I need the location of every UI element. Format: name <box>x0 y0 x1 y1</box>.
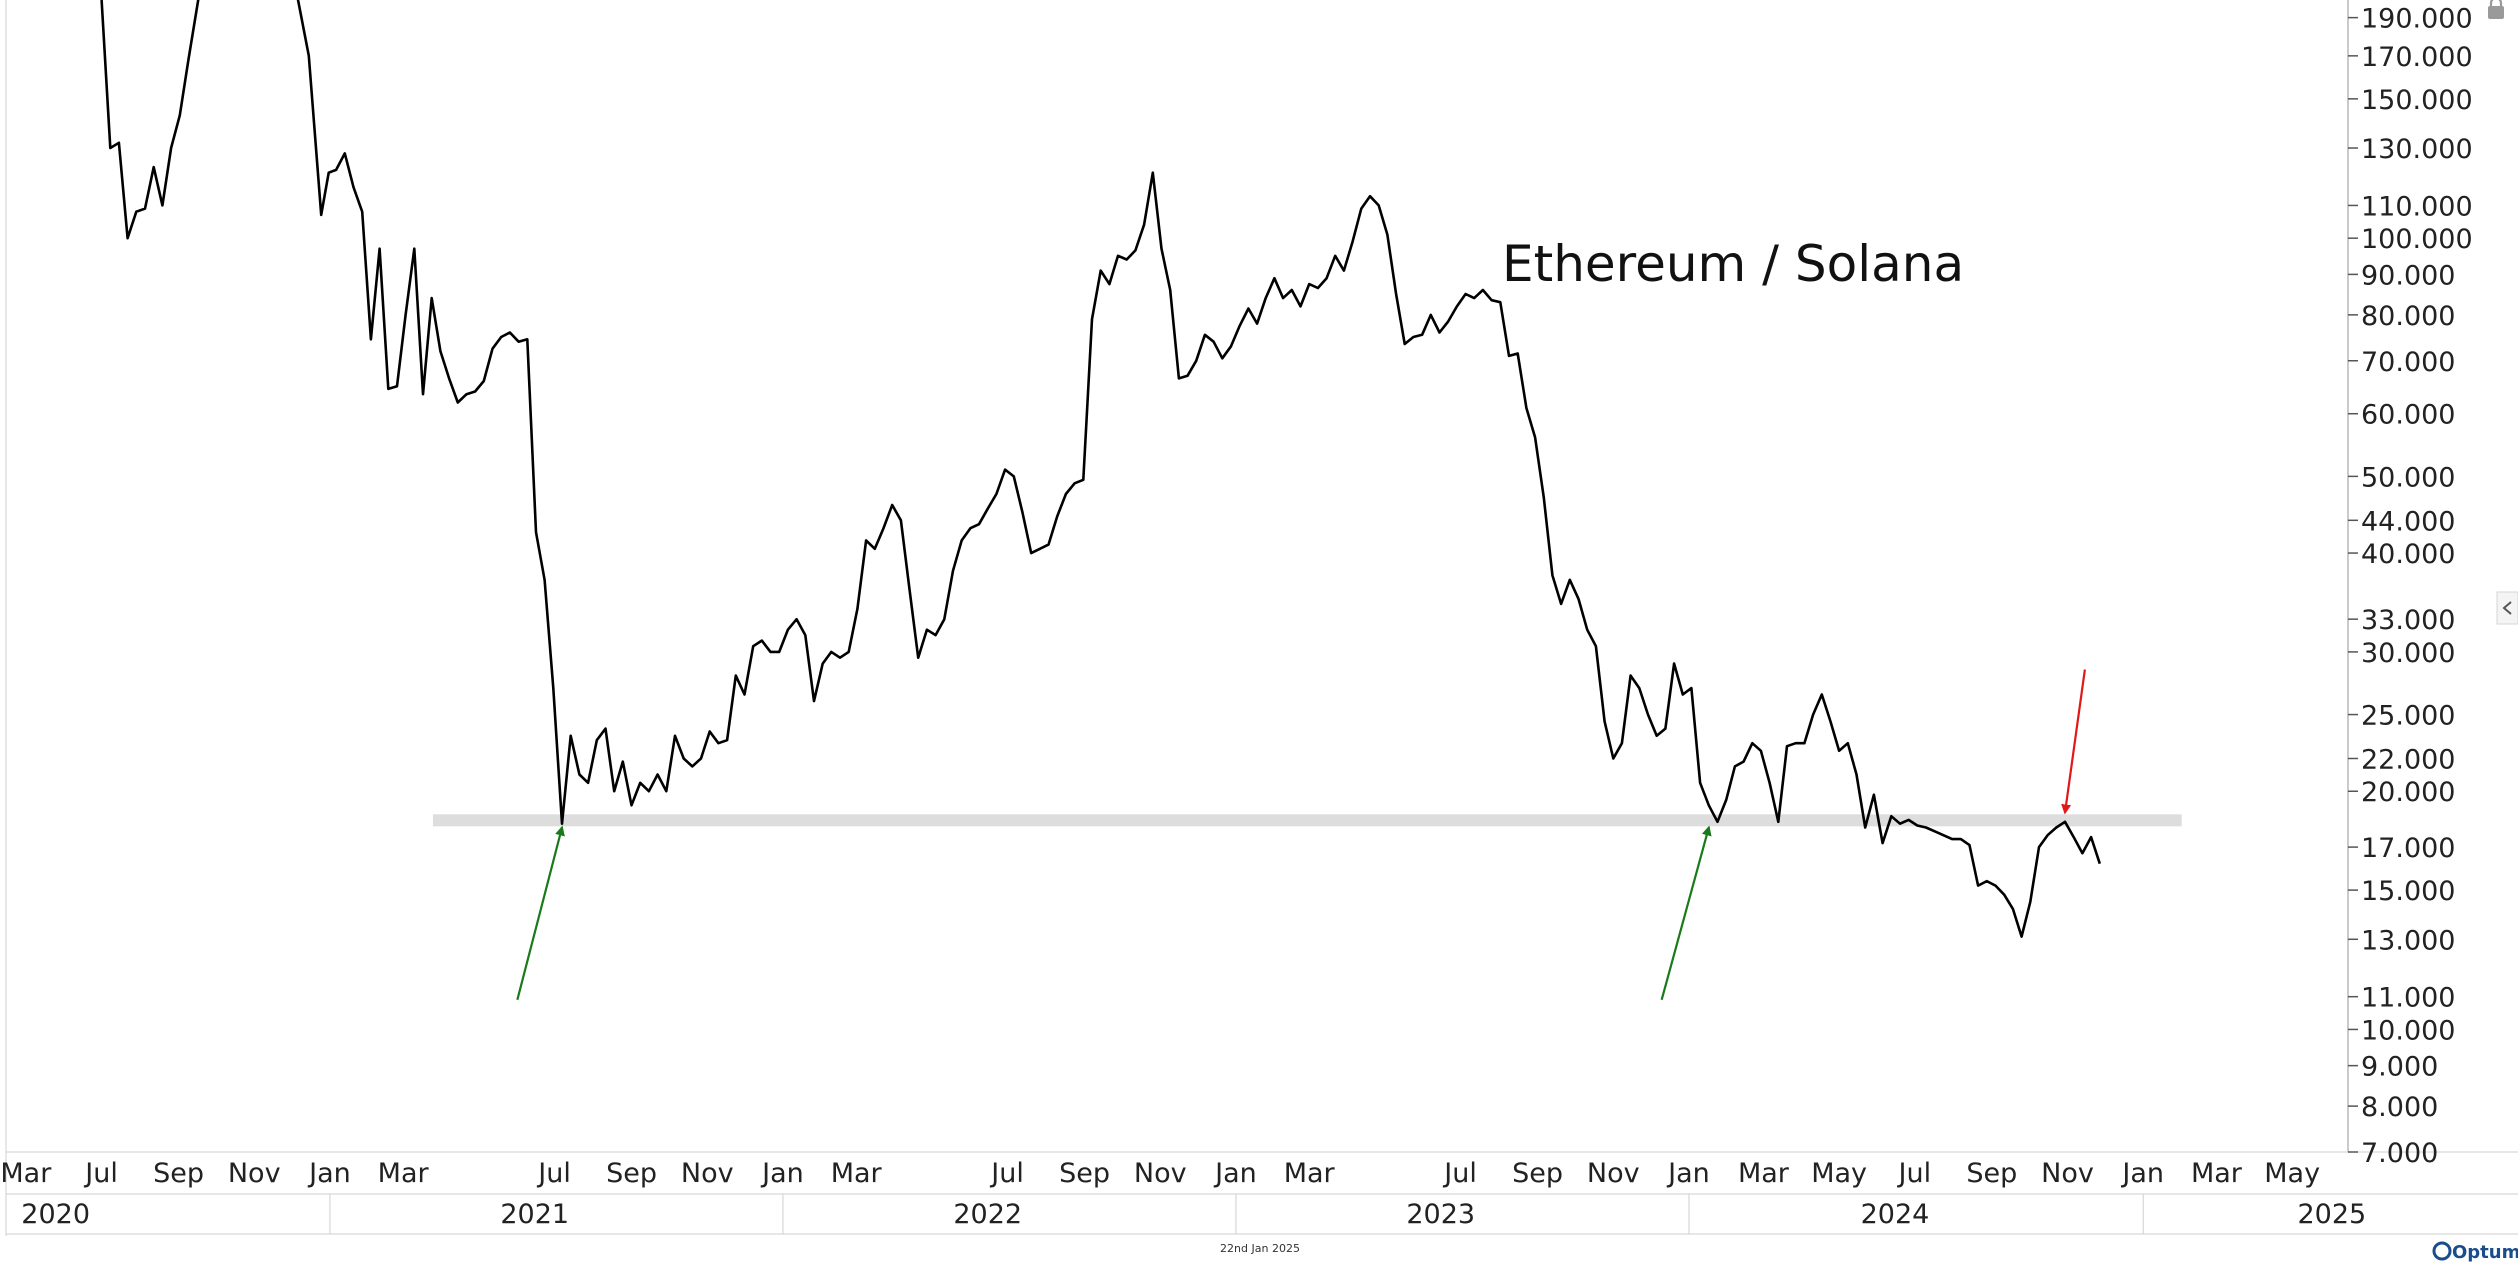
x-month-label: Mar <box>1284 1158 1336 1189</box>
x-month-label: Sep <box>606 1158 657 1189</box>
x-year-label: 2020 <box>21 1199 90 1230</box>
x-month-label: Jan <box>760 1158 804 1189</box>
x-year-label: 2023 <box>1406 1199 1475 1230</box>
x-month-label: May <box>2264 1158 2320 1189</box>
y-tick-label: 11.000 <box>2361 983 2455 1014</box>
x-month-label: Nov <box>1134 1158 1187 1189</box>
x-year-label: 2022 <box>953 1199 1022 1230</box>
x-month-label: Jul <box>1897 1158 1932 1189</box>
x-month-label: Nov <box>228 1158 281 1189</box>
x-month-label: Sep <box>1059 1158 1110 1189</box>
brand-name: Optuma <box>2452 1242 2518 1263</box>
y-tick-label: 80.000 <box>2361 301 2455 332</box>
green-arrow-0 <box>516 825 565 1001</box>
y-tick-label: 130.000 <box>2361 134 2473 165</box>
x-month-label: Nov <box>681 1158 734 1189</box>
y-tick-label: 20.000 <box>2361 777 2455 808</box>
brand-logo-mark <box>2432 1241 2452 1261</box>
series-line-0 <box>100 0 2102 938</box>
y-tick-label: 50.000 <box>2361 462 2455 493</box>
y-tick-label: 44.000 <box>2361 506 2455 537</box>
y-tick-label: 40.000 <box>2361 539 2455 570</box>
green-arrow-1 <box>1660 825 1712 1001</box>
x-month-label: Jan <box>1213 1158 1257 1189</box>
y-tick-label: 90.000 <box>2361 260 2455 291</box>
x-month-label: Sep <box>153 1158 204 1189</box>
x-month-label: Nov <box>2041 1158 2094 1189</box>
x-month-label: Jul <box>83 1158 118 1189</box>
y-tick-label: 9.000 <box>2361 1052 2438 1083</box>
x-month-label: Jan <box>2120 1158 2164 1189</box>
lock-icon[interactable] <box>2488 0 2504 19</box>
x-month-label: Mar <box>0 1158 52 1189</box>
y-tick-label: 22.000 <box>2361 744 2455 775</box>
x-month-label: Jan <box>1666 1158 1710 1189</box>
y-tick-label: 100.000 <box>2361 224 2473 255</box>
y-tick-label: 170.000 <box>2361 42 2473 73</box>
x-month-label: Mar <box>2191 1158 2243 1189</box>
x-month-label: Jul <box>1442 1158 1477 1189</box>
x-month-label: Jul <box>989 1158 1024 1189</box>
y-tick-label: 13.000 <box>2361 925 2455 956</box>
y-tick-label: 110.000 <box>2361 191 2473 222</box>
y-tick-label: 10.000 <box>2361 1015 2455 1046</box>
y-tick-label: 15.000 <box>2361 876 2455 907</box>
y-tick-label: 17.000 <box>2361 833 2455 864</box>
y-tick-label: 33.000 <box>2361 605 2455 636</box>
brand-logo: Optuma <box>2432 1241 2518 1263</box>
x-month-label: Mar <box>831 1158 883 1189</box>
x-month-label: May <box>1811 1158 1867 1189</box>
x-year-label: 2021 <box>500 1199 569 1230</box>
x-month-label: Jul <box>536 1158 571 1189</box>
x-month-label: Sep <box>1966 1158 2017 1189</box>
y-tick-label: 60.000 <box>2361 400 2455 431</box>
x-month-label: Jan <box>307 1158 351 1189</box>
support-band <box>432 814 2182 827</box>
x-year-label: 2024 <box>1861 1199 1930 1230</box>
y-tick-label: 8.000 <box>2361 1092 2438 1123</box>
date-stamp: 22nd Jan 2025 <box>1220 1242 1300 1255</box>
x-month-label: Sep <box>1512 1158 1563 1189</box>
chevron-left-icon[interactable] <box>2496 591 2518 625</box>
y-tick-label: 7.000 <box>2361 1138 2438 1169</box>
x-month-label: Nov <box>1587 1158 1640 1189</box>
y-tick-label: 30.000 <box>2361 638 2455 669</box>
y-tick-label: 25.000 <box>2361 701 2455 732</box>
y-tick-label: 70.000 <box>2361 347 2455 378</box>
y-tick-label: 190.000 <box>2361 4 2473 35</box>
x-year-label: 2025 <box>2298 1199 2367 1230</box>
x-month-label: Mar <box>1738 1158 1790 1189</box>
y-tick-label: 150.000 <box>2361 85 2473 116</box>
x-month-label: Mar <box>378 1158 430 1189</box>
red-arrow-2 <box>2061 669 2086 815</box>
chart-title: Ethereum / Solana <box>1502 235 1964 293</box>
